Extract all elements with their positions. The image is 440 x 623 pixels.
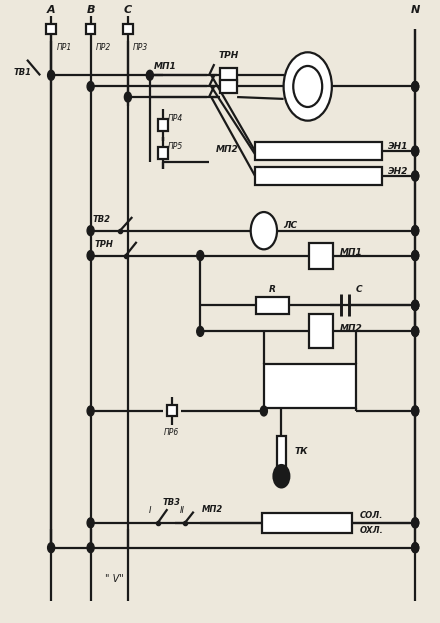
Circle shape (87, 226, 94, 235)
Circle shape (412, 82, 419, 92)
Text: ПР6: ПР6 (164, 428, 180, 437)
Bar (255, 142, 382, 161)
Circle shape (284, 52, 332, 121)
Circle shape (48, 70, 55, 80)
Bar (86, 24, 95, 34)
Text: СОЛ.: СОЛ. (359, 511, 383, 520)
Circle shape (87, 250, 94, 260)
Text: ПР2: ПР2 (96, 44, 111, 52)
Circle shape (412, 543, 419, 553)
Text: МП1: МП1 (340, 248, 362, 257)
Text: МП1: МП1 (154, 62, 177, 71)
Circle shape (87, 82, 94, 92)
Bar (220, 69, 237, 82)
Circle shape (412, 226, 419, 235)
Text: ТРН: ТРН (95, 240, 114, 249)
Text: ПР5: ПР5 (168, 142, 183, 151)
Circle shape (87, 406, 94, 416)
Text: М: М (301, 80, 315, 93)
Bar (277, 436, 286, 473)
Circle shape (412, 146, 419, 156)
Bar (158, 147, 168, 159)
Text: ПР3: ПР3 (133, 44, 148, 52)
Circle shape (412, 226, 419, 235)
Bar (262, 513, 352, 533)
Text: ЛС: ЛС (284, 221, 298, 231)
Text: II: II (180, 506, 185, 515)
Circle shape (412, 406, 419, 416)
Circle shape (147, 70, 153, 80)
Text: ЭН1: ЭН1 (388, 141, 408, 151)
Circle shape (412, 543, 419, 553)
Text: ОХЛ.: ОХЛ. (359, 526, 383, 535)
Circle shape (412, 406, 419, 416)
Bar (167, 406, 176, 416)
Circle shape (412, 300, 419, 310)
Bar (255, 167, 382, 185)
Text: N: N (411, 5, 420, 15)
Circle shape (87, 518, 94, 528)
Bar (220, 80, 237, 93)
Bar (123, 24, 133, 34)
Text: ТВ1: ТВ1 (14, 68, 32, 77)
Text: ТК: ТК (294, 447, 308, 456)
Circle shape (274, 465, 290, 487)
Circle shape (260, 406, 268, 416)
Text: С: С (124, 5, 132, 15)
Circle shape (412, 518, 419, 528)
Circle shape (412, 326, 419, 336)
Text: ПР1: ПР1 (56, 44, 72, 52)
Text: МП2: МП2 (202, 505, 223, 514)
Text: УКТ: УКТ (296, 379, 324, 392)
Circle shape (412, 300, 419, 310)
Bar (46, 24, 56, 34)
Text: А: А (47, 5, 55, 15)
Circle shape (197, 326, 204, 336)
Text: МП2: МП2 (340, 324, 362, 333)
Text: ТВ2: ТВ2 (93, 215, 111, 224)
Text: I: I (149, 506, 151, 515)
Circle shape (412, 171, 419, 181)
Circle shape (48, 543, 55, 553)
Circle shape (412, 171, 419, 181)
Text: С: С (356, 285, 363, 294)
Circle shape (293, 66, 322, 107)
Circle shape (412, 250, 419, 260)
Text: R: R (269, 285, 276, 294)
Circle shape (412, 146, 419, 156)
Circle shape (125, 92, 132, 102)
Text: МП2: МП2 (216, 145, 238, 155)
Circle shape (412, 250, 419, 260)
Text: В: В (86, 5, 95, 15)
Bar (309, 314, 333, 348)
Text: ТРН: ТРН (219, 51, 239, 60)
Circle shape (197, 250, 204, 260)
Circle shape (412, 300, 419, 310)
Text: ЭН2: ЭН2 (388, 166, 408, 176)
Bar (256, 297, 289, 314)
Bar (158, 119, 168, 131)
Text: " V": " V" (105, 574, 124, 584)
Circle shape (251, 212, 277, 249)
Bar (264, 364, 356, 409)
Circle shape (412, 82, 419, 92)
Circle shape (87, 543, 94, 553)
Text: ТВ3: ТВ3 (163, 498, 181, 508)
Bar (309, 242, 333, 269)
Circle shape (412, 326, 419, 336)
Circle shape (412, 518, 419, 528)
Text: ПР4: ПР4 (168, 114, 183, 123)
